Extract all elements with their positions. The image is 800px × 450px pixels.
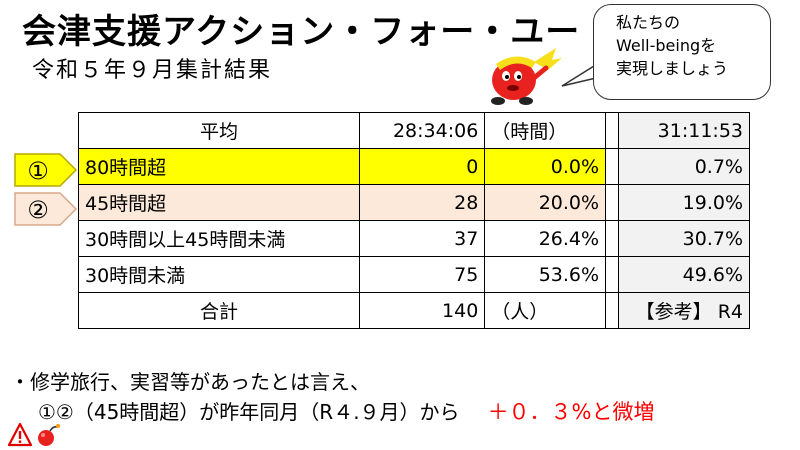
table-row: 30時間未満 75 53.6% 49.6% bbox=[77, 256, 750, 293]
note-icons bbox=[8, 422, 60, 447]
row-label: 30時間未満 bbox=[77, 256, 361, 293]
page-title: 会津支援アクション・フォー・ユー bbox=[22, 12, 581, 52]
table-row: 30時間以上45時間未満 37 26.4% 30.7% bbox=[77, 220, 750, 257]
table-row-header: 平均 28:34:06 （時間） 31:11:53 bbox=[77, 112, 750, 149]
bubble-tail bbox=[561, 65, 597, 87]
marker-2-icon: ② bbox=[14, 192, 78, 226]
mascot-icon bbox=[491, 48, 562, 105]
marker-1-label: ① bbox=[27, 157, 49, 185]
marker-1-icon: ① bbox=[14, 153, 78, 187]
note-line-1: ・修学旅行、実習等があったとは言え、 bbox=[10, 370, 370, 394]
footer-count: 140 bbox=[359, 292, 486, 329]
header-unit: （時間） bbox=[484, 112, 607, 149]
row-count: 28 bbox=[359, 184, 486, 221]
row-pct: 53.6% bbox=[484, 256, 607, 293]
column-gap bbox=[605, 148, 620, 185]
column-gap bbox=[605, 112, 620, 149]
footer-label: 合計 bbox=[77, 292, 361, 329]
speech-bubble: 私たちの Well-beingを 実現しましょう bbox=[593, 4, 771, 100]
page-subtitle: 令和５年９月集計結果 bbox=[32, 58, 273, 83]
bubble-line: 私たちの bbox=[616, 13, 681, 32]
footer-r4: 【参考】 R4 bbox=[618, 292, 750, 329]
bubble-line: Well-beingを bbox=[616, 36, 717, 55]
row-pct: 0.0% bbox=[484, 148, 607, 185]
bubble-line: 実現しましょう bbox=[616, 59, 729, 78]
row-label: 80時間超 bbox=[77, 148, 361, 185]
row-r4: 19.0% bbox=[618, 184, 750, 221]
column-gap bbox=[605, 292, 620, 329]
row-r4: 30.7% bbox=[618, 220, 750, 257]
row-count: 75 bbox=[359, 256, 486, 293]
column-gap bbox=[605, 184, 620, 221]
row-r4: 0.7% bbox=[618, 148, 750, 185]
warning-icon bbox=[8, 422, 33, 447]
overtime-table: 平均 28:34:06 （時間） 31:11:53 80時間超 0 0.0% 0… bbox=[77, 112, 750, 329]
marker-2-label: ② bbox=[27, 196, 49, 224]
note-line-2: ①②（45時間超）が昨年同月（R４.９月）から ＋０．３%と微増 bbox=[38, 396, 655, 426]
bomb-icon bbox=[38, 424, 60, 446]
table-row-footer: 合計 140 （人） 【参考】 R4 bbox=[77, 292, 750, 329]
table-row: 45時間超 28 20.0% 19.0% bbox=[77, 184, 750, 221]
table-row: 80時間超 0 0.0% 0.7% bbox=[77, 148, 750, 185]
row-label: 45時間超 bbox=[77, 184, 361, 221]
header-label: 平均 bbox=[77, 112, 361, 149]
row-pct: 20.0% bbox=[484, 184, 607, 221]
column-gap bbox=[605, 220, 620, 257]
row-pct: 26.4% bbox=[484, 220, 607, 257]
header-count: 28:34:06 bbox=[359, 112, 486, 149]
note-highlight: ＋０．３%と微増 bbox=[487, 400, 655, 424]
footer-unit: （人） bbox=[484, 292, 607, 329]
row-count: 37 bbox=[359, 220, 486, 257]
column-gap bbox=[605, 256, 620, 293]
row-label: 30時間以上45時間未満 bbox=[77, 220, 361, 257]
row-count: 0 bbox=[359, 148, 486, 185]
note-line-2-text: ①②（45時間超）が昨年同月（R４.９月）から bbox=[38, 400, 460, 424]
row-r4: 49.6% bbox=[618, 256, 750, 293]
header-r4: 31:11:53 bbox=[618, 112, 750, 149]
